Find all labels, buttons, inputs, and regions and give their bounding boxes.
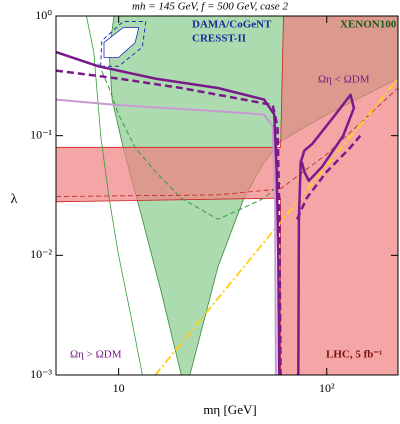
y-tick-label: 10⁰ <box>35 8 52 22</box>
annotation: Ωη > ΩDM <box>70 349 122 361</box>
curve <box>56 98 277 375</box>
curve <box>100 21 147 67</box>
curve <box>297 93 356 375</box>
region <box>103 27 140 58</box>
curve <box>56 69 282 375</box>
y-axis-label: λ <box>11 192 18 207</box>
annotation: Ωη < ΩDM <box>318 74 370 86</box>
curve <box>56 50 281 375</box>
annotation: LHC, 5 fb⁻¹ <box>326 349 382 361</box>
y-tick-label: 10⁻¹ <box>30 127 52 141</box>
curve <box>56 87 398 197</box>
y-tick-label: 10⁻² <box>30 247 52 261</box>
annotation: CRESST-II <box>192 33 246 45</box>
x-axis-label: mη [GeV] <box>203 402 256 417</box>
curve <box>295 134 362 220</box>
curve <box>98 63 281 220</box>
y-tick-label: 10⁻³ <box>30 367 52 381</box>
x-tick-label: 10 <box>113 381 125 395</box>
annotation: XENON100 <box>340 19 397 31</box>
curve <box>86 16 143 375</box>
annotation: DAMA/CoGeNT <box>192 19 272 31</box>
x-tick-label: 10² <box>319 381 335 395</box>
chart-title: mh = 145 GeV, f = 500 GeV, case 2 <box>132 1 288 13</box>
plot-frame <box>55 15 399 376</box>
